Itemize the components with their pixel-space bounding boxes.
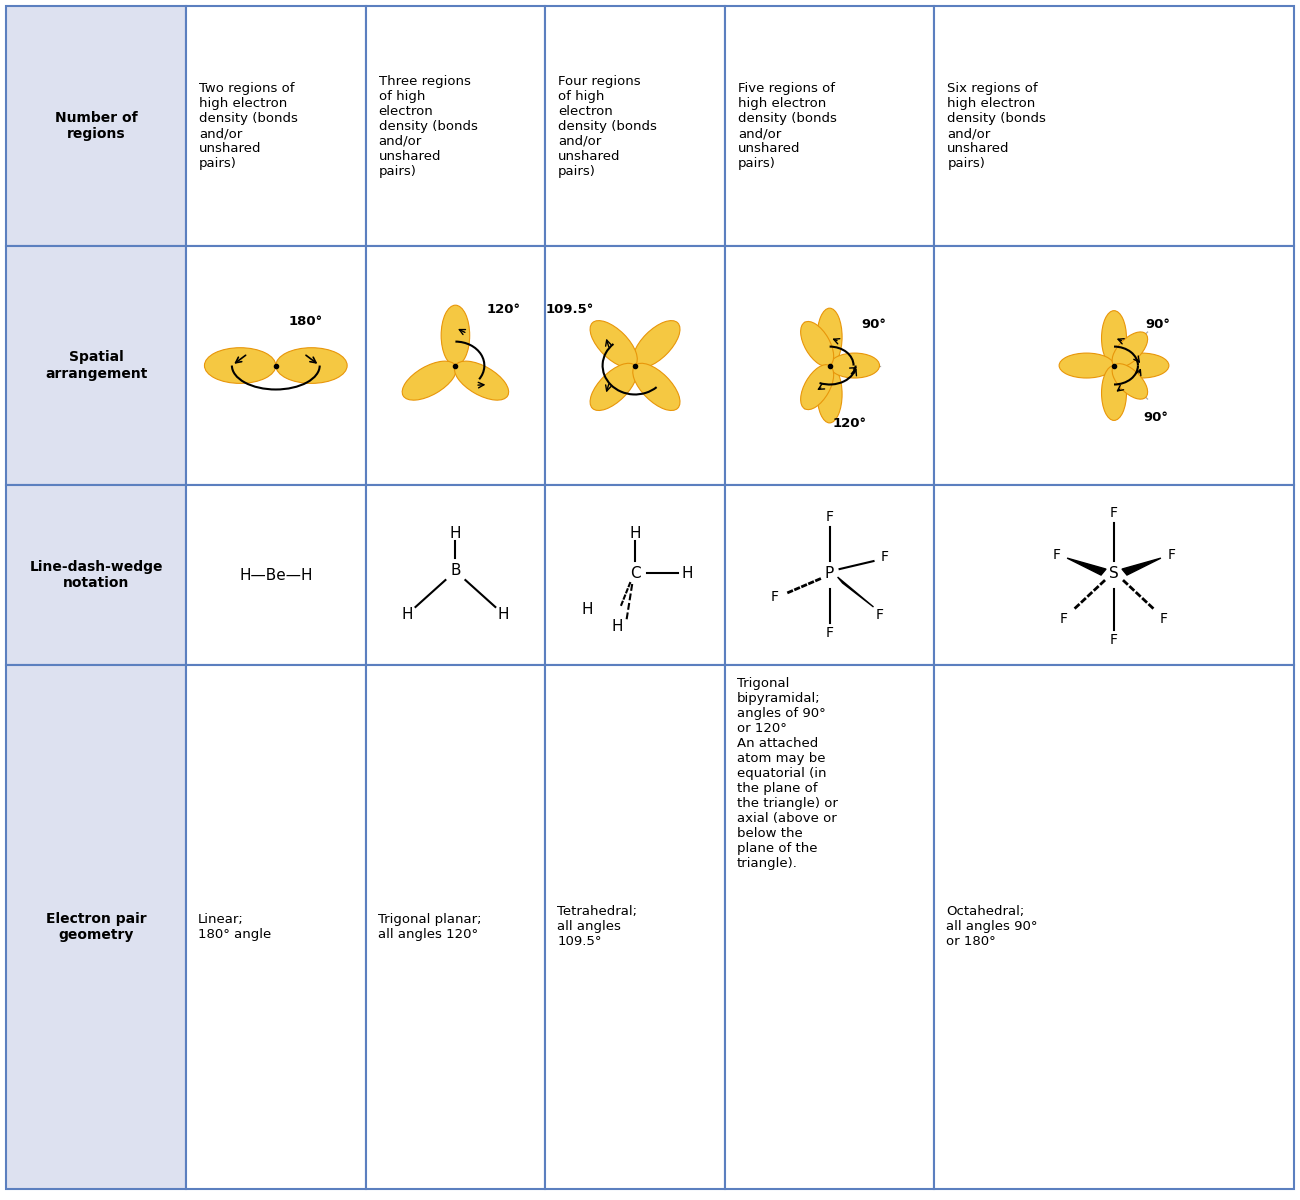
Text: Number of
regions: Number of regions: [55, 110, 138, 142]
Ellipse shape: [1112, 364, 1148, 400]
Bar: [725, 665, 935, 1189]
Text: Trigonal planar;
all angles 120°: Trigonal planar; all angles 120°: [377, 913, 481, 941]
Bar: [186, 6, 365, 246]
Ellipse shape: [276, 348, 347, 383]
Bar: [725, 246, 935, 485]
Text: P: P: [826, 565, 835, 581]
Text: Two regions of
high electron
density (bonds
and/or
unshared
pairs): Two regions of high electron density (bo…: [199, 82, 298, 170]
Bar: [935, 6, 1294, 246]
Bar: [186, 485, 365, 665]
Polygon shape: [837, 577, 874, 607]
Ellipse shape: [1101, 311, 1127, 366]
Text: H: H: [450, 526, 461, 541]
Bar: [545, 665, 725, 1189]
Bar: [545, 246, 725, 485]
Text: 109.5°: 109.5°: [546, 302, 594, 316]
Bar: [365, 6, 545, 246]
Bar: [935, 246, 1294, 485]
Ellipse shape: [204, 348, 276, 383]
Bar: [6, 665, 186, 1189]
Ellipse shape: [1112, 332, 1148, 367]
Text: F: F: [1110, 506, 1118, 521]
Bar: [365, 485, 545, 665]
Text: Four regions
of high
electron
density (bonds
and/or
unshared
pairs): Four regions of high electron density (b…: [558, 74, 656, 178]
Text: Spatial
arrangement: Spatial arrangement: [46, 350, 147, 380]
Text: Electron pair
geometry: Electron pair geometry: [46, 912, 147, 942]
Bar: [365, 246, 545, 485]
Text: F: F: [826, 626, 833, 640]
Text: H: H: [402, 607, 413, 623]
Text: Trigonal
bipyramidal;
angles of 90°
or 120°
An attached
atom may be
equatorial (: Trigonal bipyramidal; angles of 90° or 1…: [737, 677, 837, 870]
Ellipse shape: [801, 365, 833, 409]
Ellipse shape: [818, 366, 842, 422]
Bar: [186, 665, 365, 1189]
Text: Six regions of
high electron
density (bonds
and/or
unshared
pairs): Six regions of high electron density (bo…: [948, 82, 1046, 170]
Ellipse shape: [1060, 353, 1114, 378]
Ellipse shape: [590, 320, 637, 368]
Ellipse shape: [633, 320, 680, 368]
Text: F: F: [1167, 548, 1176, 562]
Bar: [6, 6, 186, 246]
Text: H: H: [611, 619, 623, 635]
Text: Linear;
180° angle: Linear; 180° angle: [198, 913, 272, 941]
Polygon shape: [1067, 558, 1106, 575]
Ellipse shape: [818, 308, 842, 366]
Ellipse shape: [829, 353, 880, 378]
Ellipse shape: [633, 364, 680, 410]
Text: 120°: 120°: [832, 418, 867, 431]
Bar: [6, 485, 186, 665]
Text: Three regions
of high
electron
density (bonds
and/or
unshared
pairs): Three regions of high electron density (…: [378, 74, 477, 178]
Text: H—Be—H: H—Be—H: [239, 568, 312, 582]
Text: F: F: [1052, 548, 1060, 562]
Text: F: F: [771, 590, 779, 604]
Text: C: C: [629, 565, 641, 581]
Text: H: H: [629, 526, 641, 541]
Ellipse shape: [441, 305, 469, 366]
Bar: [365, 665, 545, 1189]
Text: F: F: [880, 550, 888, 564]
Bar: [935, 665, 1294, 1189]
Text: 180°: 180°: [289, 314, 322, 328]
Text: F: F: [875, 608, 884, 622]
Text: F: F: [1160, 612, 1167, 626]
Ellipse shape: [455, 361, 508, 400]
Bar: [725, 485, 935, 665]
Text: F: F: [826, 510, 833, 524]
Bar: [725, 6, 935, 246]
Text: 90°: 90°: [1144, 412, 1169, 425]
Text: Tetrahedral;
all angles
109.5°: Tetrahedral; all angles 109.5°: [558, 905, 637, 948]
Text: 90°: 90°: [1145, 318, 1170, 331]
Text: Five regions of
high electron
density (bonds
and/or
unshared
pairs): Five regions of high electron density (b…: [738, 82, 837, 170]
Text: B: B: [450, 563, 460, 577]
Text: 90°: 90°: [861, 318, 887, 331]
Bar: [186, 246, 365, 485]
Text: Line-dash-wedge
notation: Line-dash-wedge notation: [30, 560, 163, 590]
Ellipse shape: [402, 361, 456, 400]
Ellipse shape: [1114, 353, 1169, 378]
Text: F: F: [1060, 612, 1069, 626]
Text: S: S: [1109, 565, 1119, 581]
Bar: [935, 485, 1294, 665]
Text: H: H: [498, 607, 510, 623]
Ellipse shape: [801, 322, 833, 366]
Bar: [545, 485, 725, 665]
Text: F: F: [1110, 632, 1118, 647]
Bar: [545, 6, 725, 246]
Text: Octahedral;
all angles 90°
or 180°: Octahedral; all angles 90° or 180°: [946, 905, 1037, 948]
Polygon shape: [1122, 558, 1161, 575]
Text: H: H: [681, 565, 693, 581]
Ellipse shape: [590, 364, 637, 410]
Text: 120°: 120°: [486, 302, 520, 316]
Ellipse shape: [1101, 366, 1127, 420]
Text: H: H: [581, 602, 593, 618]
Bar: [6, 246, 186, 485]
